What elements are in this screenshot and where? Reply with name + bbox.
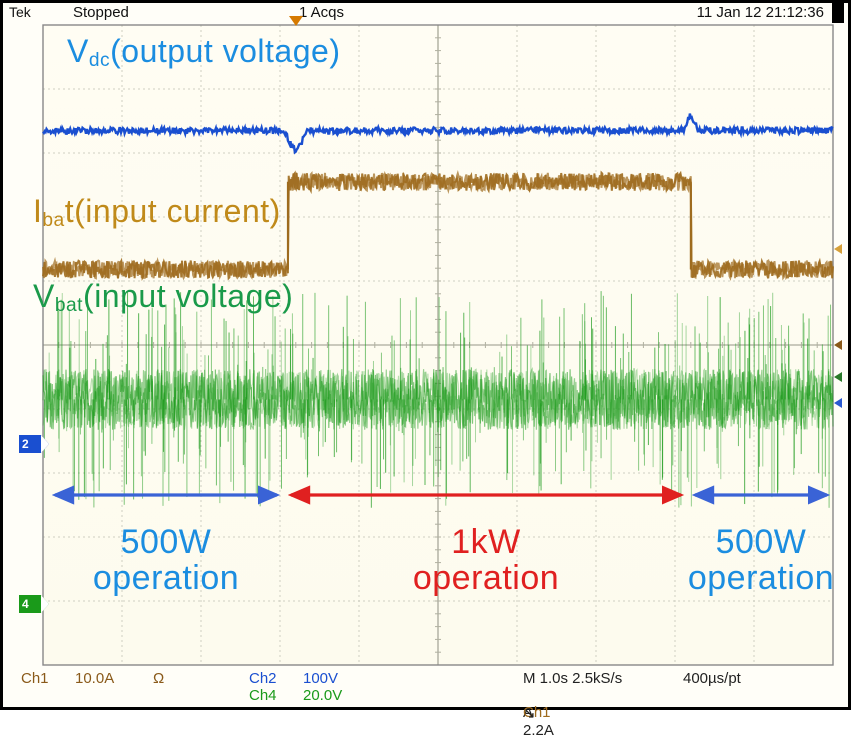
ch2-ground-marker: 2 xyxy=(19,435,41,453)
ch2-label: Ch2 xyxy=(249,670,277,687)
ch1-label: Ch1 xyxy=(21,670,49,687)
scope-bottom-bar: Ch1 10.0A Ω Ch2 100V Ch4 20.0V M 1.0s 2.… xyxy=(3,667,848,707)
oscilloscope-screenshot: Tek Stopped 1 Acqs 11 Jan 12 21:12:36 1 … xyxy=(0,0,851,710)
ch2-scale: 100V xyxy=(303,670,338,687)
ch1-scale: 10.0A xyxy=(75,670,114,687)
sample-rate: 400µs/pt xyxy=(683,670,741,687)
ch4-scale: 20.0V xyxy=(303,687,342,704)
ch4-label: Ch4 xyxy=(249,687,277,704)
ch4-ground-marker: 4 xyxy=(19,595,41,613)
timebase: M 1.0s 2.5kS/s xyxy=(523,670,622,687)
trigger-position-marker xyxy=(289,16,303,26)
ch1-coupling: Ω xyxy=(153,670,164,687)
waveform-plot xyxy=(3,3,843,667)
